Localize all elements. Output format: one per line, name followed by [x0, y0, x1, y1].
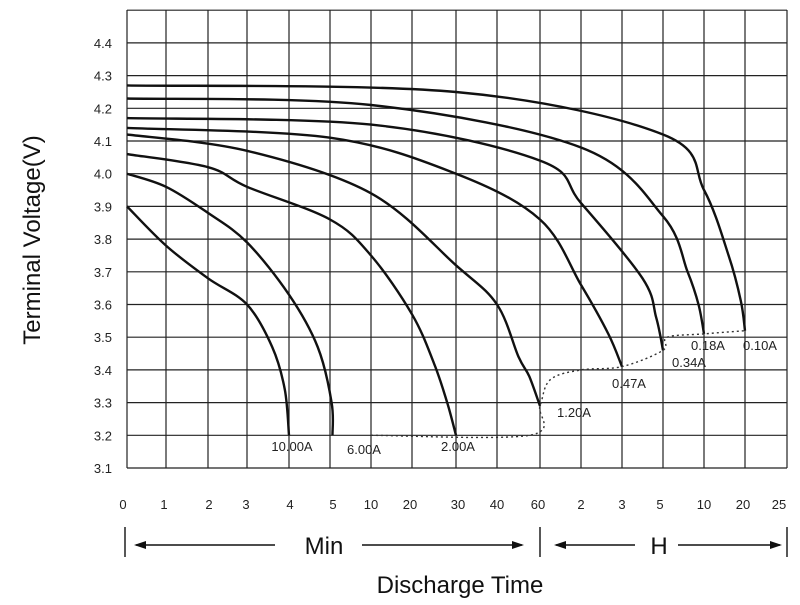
x-tick-label: 5	[329, 497, 336, 512]
x-axis-title: Discharge Time	[377, 572, 544, 599]
x-tick-label: 10	[697, 497, 711, 512]
x-tick-label: 0	[119, 497, 126, 512]
y-tick-label: 4.1	[94, 134, 112, 149]
y-tick-label: 3.3	[94, 396, 112, 411]
y-tick-label: 3.5	[94, 330, 112, 345]
series-curve	[126, 172, 335, 436]
x-tick-label: 20	[736, 497, 750, 512]
y-tick-label: 3.9	[94, 199, 112, 214]
end-voltage-path	[370, 330, 746, 439]
series-curve	[126, 126, 624, 368]
y-tick-labels: 3.1 3.2 3.3 3.4 3.5 3.6 3.7 3.8 3.9 4.0 4.1 4.2 4.3 4…	[94, 36, 112, 476]
end-voltage-line	[370, 330, 746, 439]
x-tick-label: 3	[618, 497, 625, 512]
x-tick-label: 60	[531, 497, 545, 512]
curve-label: 0.47A	[612, 376, 646, 391]
x-tick-label: 2	[577, 497, 584, 512]
y-tick-label: 3.4	[94, 363, 112, 378]
y-tick-label: 3.7	[94, 265, 112, 280]
arrowheads	[134, 541, 782, 549]
x-tick-label: 2	[205, 497, 212, 512]
hour-unit-label: H	[650, 533, 667, 560]
x-tick-label: 10	[364, 497, 378, 512]
series-curve	[126, 133, 542, 407]
y-tick-label: 3.1	[94, 461, 112, 476]
y-tick-label: 4.3	[94, 69, 112, 84]
curve-label: 0.18A	[691, 338, 725, 353]
min-unit-label: Min	[305, 533, 344, 560]
y-tick-label: 4.4	[94, 36, 112, 51]
curve-label: 2.00A	[441, 439, 475, 454]
y-axis-title: Terminal Voltage(V)	[19, 135, 46, 344]
curve-labels: 10.00A 6.00A 2.00A 1.20A 0.47A 0.34A 0.18A 0.10…	[271, 338, 777, 457]
series-curve	[126, 84, 747, 331]
discharge-curves	[126, 84, 747, 436]
grid-lines	[126, 9, 788, 469]
x-tick-labels: 0 1 2 3 4 5 10 20 30 40 60 2 3 5 10 20 25	[119, 497, 786, 512]
y-tick-label: 4.2	[94, 101, 112, 116]
x-tick-label: 20	[403, 497, 417, 512]
curve-label: 0.34A	[672, 355, 706, 370]
series-curve	[126, 152, 458, 436]
x-tick-label: 3	[242, 497, 249, 512]
x-tick-label: 40	[490, 497, 504, 512]
series-curve	[126, 205, 291, 436]
time-unit-bracket	[124, 527, 788, 557]
x-tick-label: 25	[772, 497, 786, 512]
y-tick-label: 4.0	[94, 167, 112, 182]
curve-label: 6.00A	[347, 442, 381, 457]
curve-label: 0.10A	[743, 338, 777, 353]
y-tick-label: 3.2	[94, 428, 112, 443]
x-tick-label: 5	[656, 497, 663, 512]
x-tick-label: 1	[160, 497, 167, 512]
curve-label: 10.00A	[271, 439, 313, 454]
series-curve	[126, 116, 665, 351]
y-tick-label: 3.8	[94, 232, 112, 247]
curve-label: 1.20A	[557, 405, 591, 420]
series-curve	[126, 97, 706, 335]
x-tick-label: 4	[286, 497, 293, 512]
x-tick-label: 30	[451, 497, 465, 512]
y-tick-label: 3.6	[94, 298, 112, 313]
